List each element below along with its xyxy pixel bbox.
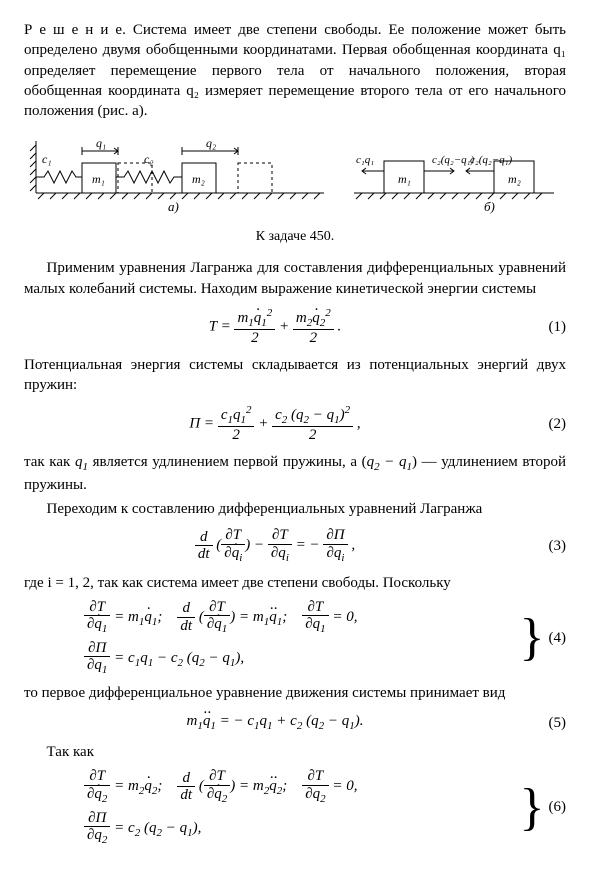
equation-6: ∂T∂q2 = m2q2; ddt (∂T∂q2) = m2q2; ∂T∂q2 … (24, 768, 566, 846)
paragraph-7: то первое дифференциальное уравнение дви… (24, 683, 566, 703)
eqnum-6: (6) (549, 797, 567, 817)
svg-text:m₁: m₁ (92, 172, 105, 186)
svg-text:q₁: q₁ (96, 136, 106, 150)
equation-3: ddt (∂T∂qi) − ∂T∂qi = − ∂П∂qi , (3) (24, 527, 566, 564)
para4a: так как (24, 454, 75, 470)
figure-caption: К задаче 450. (24, 228, 566, 247)
svg-text:c₂(q₂−q₁): c₂(q₂−q₁) (470, 154, 512, 166)
svg-text:c₁: c₁ (42, 152, 52, 166)
paragraph-6: где i = 1, 2, так как система имеет две … (24, 573, 566, 593)
svg-text:c₁q₁: c₁q₁ (356, 154, 374, 166)
para4b: является удлинением первой пружины, а ( (93, 454, 367, 470)
eqnum-3: (3) (526, 536, 566, 556)
equation-4: ∂T∂q1 = m1q1; ddt (∂T∂q1) = m1q1; ∂T∂q1 … (24, 599, 566, 677)
equation-2: П = c1q122 + c2 (q2 − q1)22 , (2) (24, 404, 566, 444)
svg-text:c₂(q₂−q₁): c₂(q₂−q₁) (432, 154, 474, 166)
eqnum-4: (4) (549, 628, 567, 648)
figure-row: c₁ m₁ c₂ m₂ q₁ q₂ а) c₁q₁ m₁ c₂(q₂−q₁) c… (24, 131, 566, 223)
paragraph-solution: Р е ш е н и е. Система имеет две степени… (24, 20, 566, 121)
paragraph-8: Так как (24, 742, 566, 762)
svg-text:q₂: q₂ (206, 136, 216, 150)
paragraph-5: Переходим к составлению дифференциальных… (24, 499, 566, 519)
paragraph-4: так как q1 является удлинением первой пр… (24, 452, 566, 495)
equation-5: m1q1 = − c1q1 + c2 (q2 − q1). (5) (24, 711, 566, 734)
paragraph-3: Потенциальная энергия системы складывает… (24, 355, 566, 396)
svg-text:m₂: m₂ (192, 172, 205, 186)
paragraph-2: Применим уравнения Лагранжа для составле… (24, 258, 566, 299)
figure-svg: c₁ m₁ c₂ m₂ q₁ q₂ а) c₁q₁ m₁ c₂(q₂−q₁) c… (24, 131, 564, 217)
svg-text:c₂: c₂ (144, 152, 154, 166)
eqnum-2: (2) (526, 414, 566, 434)
svg-text:б): б) (484, 199, 495, 214)
equation-1: T = m1q122 + m2q222 . (1) (24, 307, 566, 347)
eqnum-1: (1) (526, 317, 566, 337)
svg-text:m₁: m₁ (398, 172, 411, 186)
eqnum-5: (5) (526, 713, 566, 733)
svg-text:m₂: m₂ (508, 172, 521, 186)
svg-text:а): а) (168, 199, 179, 214)
